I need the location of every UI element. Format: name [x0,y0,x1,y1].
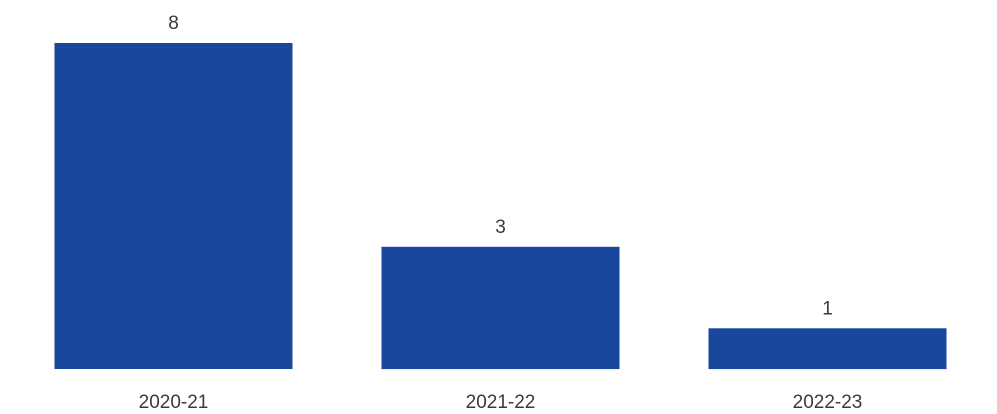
bars-group [54,43,947,370]
bar-2020-21 [54,43,293,369]
bar-2022-23 [708,328,947,370]
x-tick-label-2020-21: 2020-21 [139,392,209,413]
value-label-2022-23: 1 [822,298,833,319]
value-label-2020-21: 8 [168,13,179,34]
x-tick-label-2022-23: 2022-23 [793,392,863,413]
value-label-2021-22: 3 [495,217,506,238]
x-tick-label-2021-22: 2021-22 [466,392,536,413]
value-labels-group: 8 3 1 [168,13,833,319]
bar-2021-22 [381,246,620,370]
x-axis-tick-labels: 2020-21 2021-22 2022-23 [139,392,863,413]
